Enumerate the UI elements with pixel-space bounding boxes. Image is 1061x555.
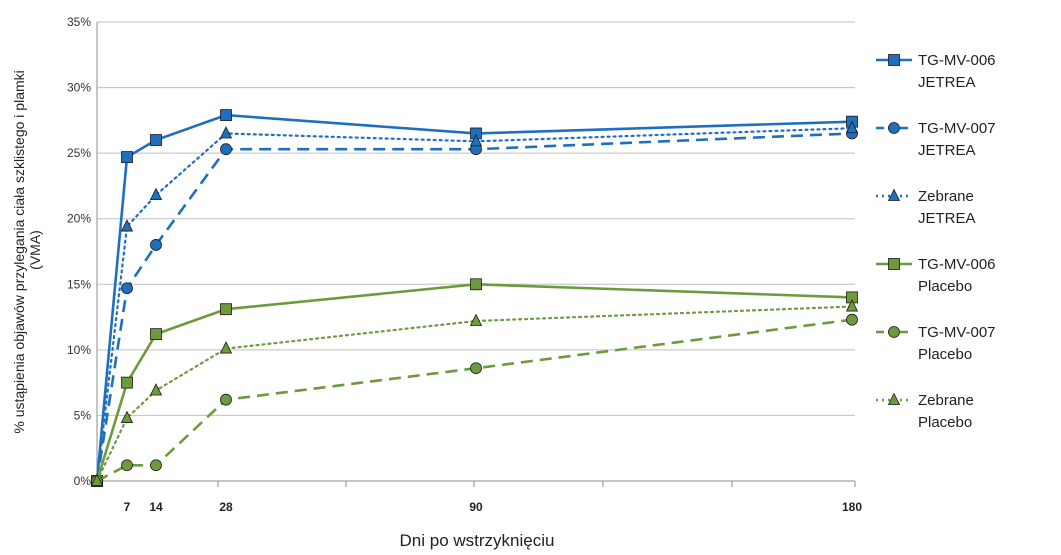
data-point — [470, 278, 482, 291]
legend-marker — [888, 122, 900, 134]
y-tick-label: 5% — [74, 408, 92, 422]
legend-label: TG-MV-007 — [918, 324, 996, 341]
x-tick-label: 180 — [842, 500, 862, 514]
data-point — [120, 410, 134, 423]
legend-marker — [888, 258, 900, 270]
x-axis: 7 14 28 90 180 — [97, 480, 862, 514]
data-point — [149, 187, 163, 201]
y-axis-ticks: 0% 5% 10% 15% 20% 25% 30% 35% — [67, 15, 91, 488]
legend-marker — [887, 188, 901, 201]
legend-label: Placebo — [918, 414, 972, 431]
y-tick-label: 15% — [67, 277, 91, 291]
legend-label: TG-MV-006 — [918, 52, 996, 69]
series-0 — [91, 109, 858, 487]
series-line — [95, 305, 854, 483]
data-point — [120, 219, 134, 232]
legend-item-3: TG-MV-006 Placebo — [876, 256, 996, 295]
series-line — [95, 113, 853, 482]
y-tick-label: 10% — [67, 343, 91, 357]
data-point — [220, 109, 232, 122]
legend-marker — [887, 392, 901, 405]
y-tick-label: 25% — [67, 146, 91, 160]
data-point — [121, 151, 133, 163]
series-1 — [91, 127, 858, 487]
y-tick-label: 0% — [74, 474, 92, 488]
legend-label: Placebo — [918, 346, 972, 363]
data-point — [150, 459, 162, 472]
x-tick-label: 14 — [149, 500, 163, 514]
y-axis-label: % ustąpienia objawów przylegania ciała s… — [11, 66, 43, 433]
grid-lines — [96, 21, 855, 482]
legend-item-5: Zebrane Placebo — [876, 392, 974, 431]
legend-item-4: TG-MV-007 Placebo — [876, 324, 996, 363]
data-point — [220, 143, 232, 156]
legend-label: Placebo — [918, 278, 972, 295]
data-point — [219, 341, 233, 354]
data-point — [220, 393, 232, 406]
data-point — [469, 133, 483, 147]
data-point — [121, 282, 133, 295]
legend-item-0: TG-MV-006 JETREA — [876, 52, 996, 91]
data-point — [150, 328, 162, 341]
data-point — [150, 239, 162, 251]
y-tick-label: 30% — [67, 81, 91, 95]
legend-label: JETREA — [918, 142, 976, 159]
y-axis-label-line-1: % ustąpienia objawów przylegania ciała s… — [11, 70, 27, 433]
legend-item-1: TG-MV-007 JETREA — [876, 120, 996, 159]
legend: TG-MV-006 JETREA TG-MV-007 JETREA Zebrane JET… — [876, 52, 996, 431]
series-line — [95, 132, 853, 482]
series-line — [96, 318, 853, 483]
x-tick-label: 7 — [124, 500, 131, 514]
series-group — [90, 109, 859, 487]
legend-label: Zebrane — [918, 392, 974, 409]
data-point — [149, 383, 163, 396]
series-5 — [90, 299, 859, 486]
y-tick-label: 20% — [67, 212, 91, 226]
data-point — [469, 313, 483, 326]
legend-marker — [888, 326, 900, 338]
x-axis-label: Dni po wstrzyknięciu — [400, 531, 555, 550]
x-tick-label: 28 — [219, 500, 233, 514]
series-4 — [91, 313, 858, 487]
y-tick-label: 35% — [67, 15, 91, 29]
data-point — [121, 376, 133, 389]
series-line — [95, 282, 853, 482]
legend-label: TG-MV-007 — [918, 120, 996, 137]
data-point — [150, 134, 162, 146]
legend-marker — [888, 54, 900, 66]
data-point — [219, 126, 233, 139]
data-point — [90, 473, 104, 486]
y-axis-label-line-2: (VMA) — [27, 230, 43, 270]
x-tick-label: 90 — [469, 500, 483, 514]
data-point — [121, 459, 133, 472]
legend-label: JETREA — [918, 74, 976, 91]
data-point — [845, 120, 859, 134]
data-point — [845, 299, 859, 312]
legend-label: JETREA — [918, 210, 976, 227]
data-point — [846, 313, 858, 326]
legend-label: TG-MV-006 — [918, 256, 996, 273]
data-point — [470, 362, 482, 375]
data-point — [220, 303, 232, 316]
series-line — [95, 127, 854, 483]
legend-label: Zebrane — [918, 188, 974, 205]
legend-item-2: Zebrane JETREA — [876, 188, 976, 227]
